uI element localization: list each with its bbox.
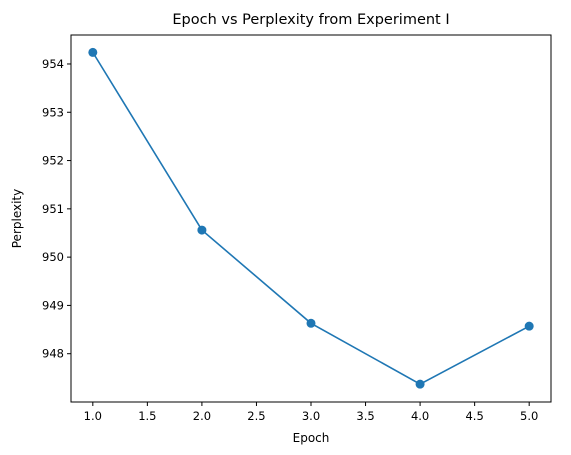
data-point	[197, 225, 207, 235]
data-point	[306, 318, 316, 328]
y-tick-label: 954	[42, 57, 64, 71]
x-axis-ticks: 1.0 1.5 2.0 2.5 3.0 3.5 4.0 4.5 5.0	[84, 402, 538, 423]
series-line	[92, 51, 530, 386]
y-tick-label: 952	[42, 154, 64, 168]
y-tick-label: 951	[42, 202, 64, 216]
data-point	[415, 379, 425, 389]
x-tick-label: 3.0	[302, 409, 320, 423]
y-tick-label: 949	[42, 298, 64, 312]
x-tick-label: 3.5	[356, 409, 374, 423]
data-point	[88, 47, 98, 57]
y-tick-label: 948	[42, 347, 64, 361]
y-tick-label: 950	[42, 250, 64, 264]
x-tick-label: 5.0	[520, 409, 538, 423]
x-tick-label: 4.5	[465, 409, 483, 423]
x-tick-label: 1.5	[138, 409, 156, 423]
x-axis-label: Epoch	[293, 431, 330, 445]
x-tick-label: 4.0	[411, 409, 429, 423]
x-tick-label: 2.5	[247, 409, 265, 423]
y-tick-label: 953	[42, 105, 64, 119]
plot-frame	[70, 34, 552, 403]
x-tick-label: 2.0	[193, 409, 211, 423]
x-tick-label: 1.0	[84, 409, 102, 423]
chart-title: Epoch vs Perplexity from Experiment I	[172, 12, 449, 28]
data-point	[524, 321, 534, 331]
series-layer	[88, 47, 534, 389]
y-axis-label: Perplexity	[10, 189, 24, 249]
y-axis-ticks: 948 949 950 951 952 953 954	[42, 57, 71, 361]
